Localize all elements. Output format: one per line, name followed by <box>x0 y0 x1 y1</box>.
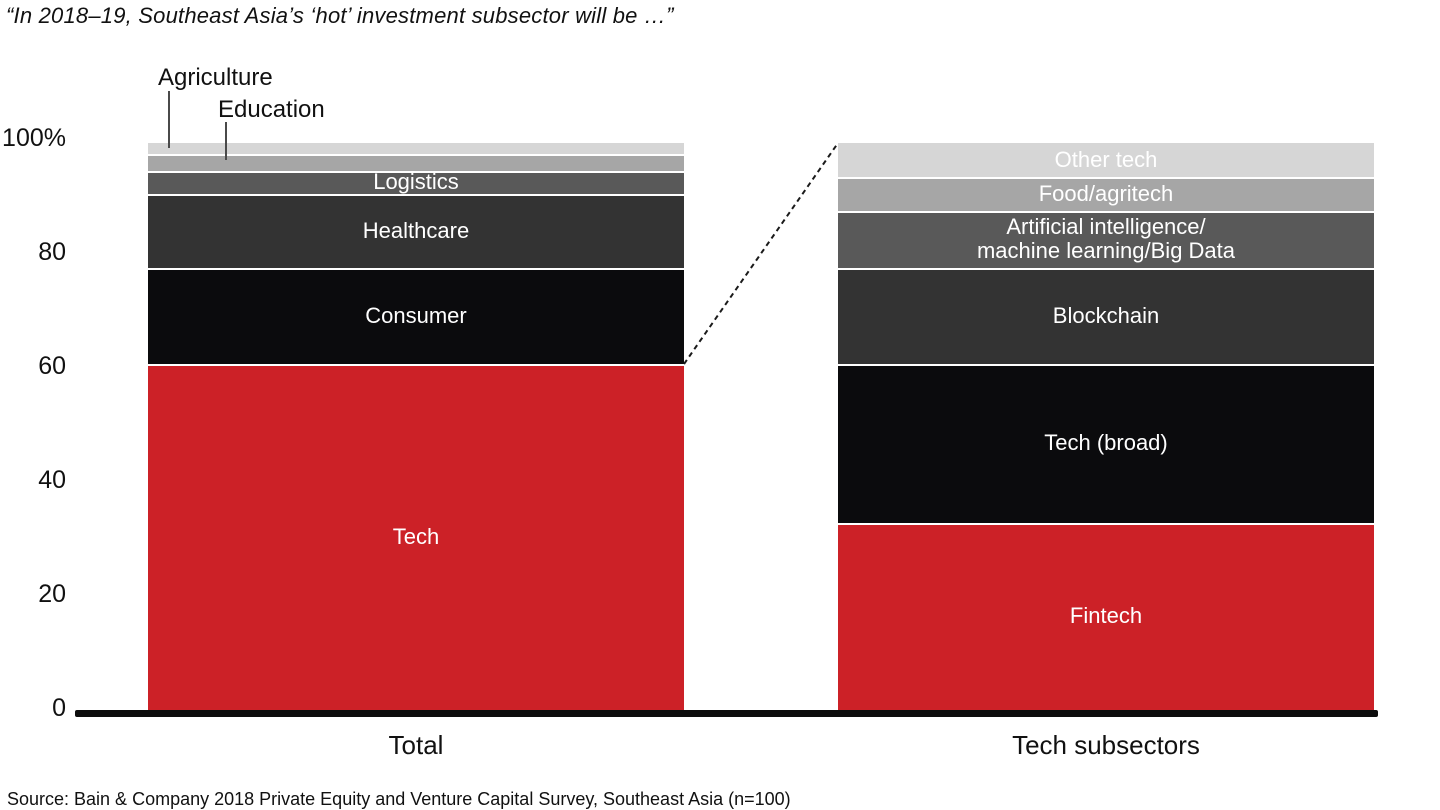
bar-segment-fintech: Fintech <box>838 522 1374 710</box>
segment-label-food-agritech: Food/agritech <box>1038 180 1174 206</box>
y-tick-40: 40 <box>38 466 66 494</box>
bar-total: Tech Consumer Healthcare Logistics <box>148 143 684 710</box>
annotation-agriculture: Agriculture <box>158 64 273 91</box>
education-leader-line <box>225 122 227 160</box>
segment-label-logistics: Logistics <box>373 169 459 195</box>
x-label-total: Total <box>388 730 444 760</box>
y-tick-60: 60 <box>38 352 66 380</box>
zoom-connector-line <box>683 142 839 365</box>
bar-segment-blockchain: Blockchain <box>838 267 1374 365</box>
bar-segment-education <box>148 154 684 172</box>
bar-segment-tech: Tech <box>148 364 684 710</box>
bar-segment-artificial-intelligence-machine-learning-big-data: Artificial intelligence/machine learning… <box>838 211 1374 268</box>
segment-label-tech: Tech <box>392 523 440 549</box>
segment-label-healthcare: Healthcare <box>362 217 470 243</box>
y-tick-80: 80 <box>38 238 66 266</box>
segment-label-artificial-intelligence-machine-learning-big-data: Artificial intelligence/machine learning… <box>976 213 1236 264</box>
source-note: Source: Bain & Company 2018 Private Equi… <box>7 789 791 809</box>
chart-title: “In 2018–19, Southeast Asia’s ‘hot’ inve… <box>6 3 674 28</box>
bar-segment-tech-broad: Tech (broad) <box>838 364 1374 523</box>
bar-segment-other-tech: Other tech <box>838 143 1374 178</box>
bar-tech-subsectors: Fintech Tech (broad) Blockchain Artificial … <box>838 143 1374 710</box>
annotation-education: Education <box>218 96 325 123</box>
bar-segment-consumer: Consumer <box>148 267 684 365</box>
x-label-tech-subsectors: Tech subsectors <box>1012 730 1200 760</box>
plot-area: Tech Consumer Healthcare Logistics Fintech T… <box>0 143 1440 710</box>
x-axis-line <box>75 710 1378 717</box>
segment-label-consumer: Consumer <box>365 302 467 328</box>
y-tick-20: 20 <box>38 580 66 608</box>
agriculture-leader-line <box>168 91 170 148</box>
bar-segment-agriculture <box>148 143 684 155</box>
segment-label-fintech: Fintech <box>1069 603 1143 629</box>
segment-label-other-tech: Other tech <box>1054 146 1158 172</box>
segment-label-blockchain: Blockchain <box>1052 302 1160 328</box>
segment-label-tech-broad: Tech (broad) <box>1044 430 1168 456</box>
y-tick-100: 100% <box>2 124 66 152</box>
y-tick-0: 0 <box>52 694 66 722</box>
bar-segment-healthcare: Healthcare <box>148 194 684 268</box>
bar-segment-food-agritech: Food/agritech <box>838 177 1374 212</box>
bar-segment-logistics: Logistics <box>148 169 684 195</box>
